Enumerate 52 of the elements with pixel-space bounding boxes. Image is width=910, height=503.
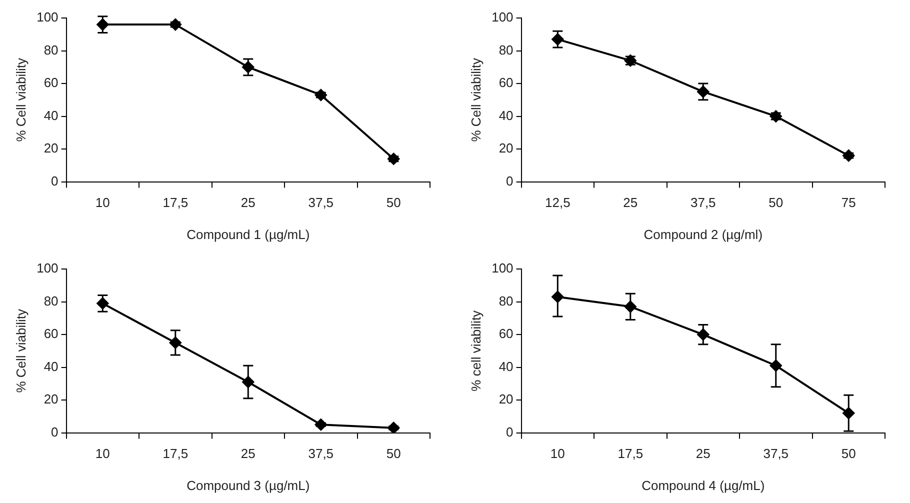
x-axis-title: Compound 2 (µg/ml) [644, 226, 763, 242]
x-tick-label: 37,5 [690, 195, 716, 210]
y-tick-label: 80 [44, 293, 58, 308]
x-tick-label: 10 [550, 446, 565, 462]
y-tick-label: 80 [498, 293, 514, 308]
y-tick-label: 40 [498, 108, 514, 123]
y-tick-label: 20 [44, 140, 58, 156]
x-tick-label: 50 [841, 446, 856, 462]
y-axis-title: % Cell viability [13, 308, 28, 393]
x-tick-label: 17,5 [162, 195, 188, 210]
x-axis-title: Compound 3 (µg/mL) [186, 478, 310, 493]
x-tick-label: 37,5 [308, 446, 334, 462]
x-tick-label: 17,5 [618, 446, 644, 462]
x-tick-label: 25 [623, 195, 638, 210]
y-axis-title: % cell viability [468, 310, 484, 392]
y-tick-label: 20 [498, 392, 514, 407]
y-tick-label: 60 [44, 326, 58, 342]
y-tick-label: 60 [44, 75, 58, 90]
y-tick-label: 80 [498, 42, 514, 58]
x-tick-label: 25 [240, 446, 256, 462]
y-tick-label: 20 [44, 392, 58, 407]
x-tick-label: 37,5 [308, 195, 334, 210]
y-tick-label: 100 [36, 260, 58, 276]
y-tick-label: 0 [506, 424, 514, 440]
x-tick-label: 75 [841, 195, 856, 210]
x-tick-label: 17,5 [162, 446, 188, 462]
y-tick-label: 100 [36, 10, 58, 25]
y-tick-label: 0 [51, 424, 58, 440]
y-tick-label: 60 [498, 326, 514, 342]
y-tick-label: 100 [492, 260, 514, 276]
x-tick-label: 25 [240, 195, 256, 210]
x-tick-label: 50 [386, 195, 401, 210]
y-axis-title: % Cell viability [468, 58, 484, 142]
x-tick-label: 10 [95, 195, 110, 210]
y-tick-label: 40 [44, 108, 58, 123]
y-axis-title: % Cell viability [13, 58, 28, 142]
x-tick-label: 25 [696, 446, 710, 462]
y-tick-label: 80 [44, 42, 58, 58]
x-tick-label: 37,5 [763, 446, 789, 462]
x-axis-title: Compound 4 (µg/mL) [642, 478, 765, 493]
y-tick-label: 100 [492, 10, 514, 25]
y-tick-label: 40 [44, 358, 58, 374]
y-tick-label: 40 [498, 358, 514, 374]
y-tick-label: 20 [498, 140, 514, 156]
y-tick-label: 60 [498, 75, 514, 90]
x-tick-label: 10 [95, 446, 110, 462]
x-tick-label: 50 [768, 195, 784, 210]
y-tick-label: 0 [506, 173, 514, 188]
x-tick-label: 12,5 [545, 195, 570, 210]
y-tick-label: 0 [51, 173, 58, 188]
x-axis-title: Compound 1 (µg/mL) [186, 226, 310, 242]
x-tick-label: 50 [386, 446, 401, 462]
